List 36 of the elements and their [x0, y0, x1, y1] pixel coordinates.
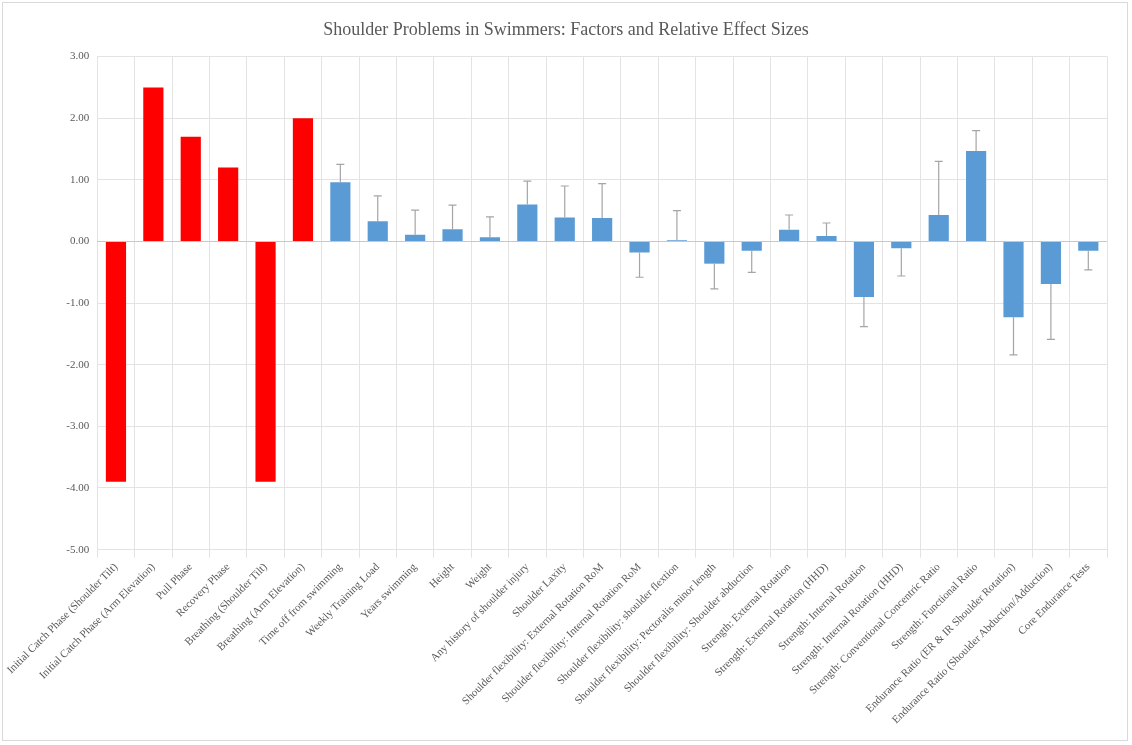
bar — [554, 217, 575, 241]
y-tick-label: 0.00 — [70, 234, 90, 247]
y-tick-label: -3.00 — [66, 419, 90, 432]
y-tick-label: -1.00 — [66, 296, 90, 308]
bar — [105, 241, 127, 482]
bar — [330, 182, 351, 241]
bar — [853, 241, 875, 297]
bar — [292, 118, 314, 241]
bar — [517, 204, 538, 241]
bar — [629, 241, 650, 253]
bar — [592, 218, 613, 241]
bar — [1078, 241, 1099, 251]
bar — [367, 221, 388, 241]
chart-title: Shoulder Problems in Swimmers: Factors and Relative Effect Sizes — [323, 18, 809, 39]
bar — [180, 136, 201, 241]
y-tick-label: -5.00 — [66, 542, 90, 555]
y-tick-label: 3.00 — [70, 49, 90, 62]
bar — [779, 229, 800, 241]
bar — [255, 241, 276, 482]
y-tick-label: -4.00 — [66, 480, 90, 493]
bar — [891, 241, 912, 249]
bar — [442, 229, 463, 241]
bar — [405, 234, 426, 241]
bar — [928, 214, 949, 241]
bar — [479, 237, 501, 241]
bar — [741, 241, 762, 251]
y-tick-label: 2.00 — [70, 111, 90, 124]
bar — [143, 87, 164, 241]
bar — [218, 167, 239, 241]
bar — [704, 241, 725, 264]
bar — [1003, 241, 1024, 318]
y-tick-label: -2.00 — [66, 357, 90, 370]
bar — [1040, 241, 1061, 285]
bar — [816, 235, 837, 241]
bar — [966, 150, 987, 241]
y-tick-label: 1.00 — [70, 172, 90, 185]
